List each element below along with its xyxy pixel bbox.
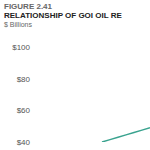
html-text:FIGURE 2.41: FIGURE 2.41	[4, 2, 52, 11]
svg-text:$100: $100	[12, 43, 30, 52]
html-text:$ Billions: $ Billions	[4, 21, 32, 28]
svg-text:$80: $80	[17, 75, 31, 84]
html-text:RELATIONSHIP OF GOI OIL RE: RELATIONSHIP OF GOI OIL RE	[4, 11, 122, 20]
svg-text:$40: $40	[17, 138, 31, 147]
svg-text:$60: $60	[17, 106, 31, 115]
